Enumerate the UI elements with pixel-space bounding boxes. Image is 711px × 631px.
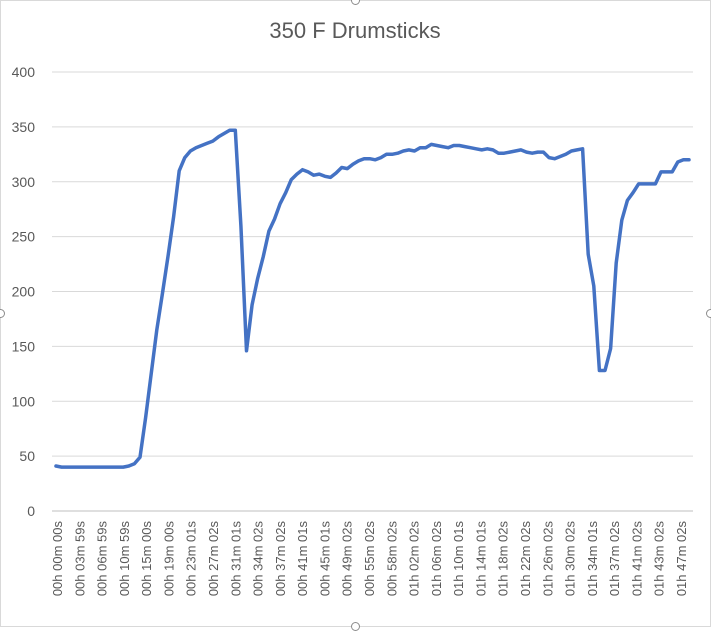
resize-handle-right[interactable] <box>706 309 711 318</box>
y-tick-label: 50 <box>19 448 35 464</box>
x-tick-label: 01h 14m 01s <box>473 521 488 597</box>
x-axis-ticks: 00h 00m 00s 00h 03m 59s 00h 06m 59s 00h 10m… <box>50 521 689 597</box>
x-tick-label: 01h 10m 01s <box>451 521 466 597</box>
x-tick-label: 00h 37m 02s <box>273 521 288 597</box>
x-tick-label: 01h 22m 02s <box>518 521 533 597</box>
x-tick-label: 00h 06m 59s <box>95 521 110 597</box>
x-tick-label: 00h 23m 01s <box>184 521 199 597</box>
x-tick-label: 00h 58m 02s <box>384 521 399 597</box>
x-tick-label: 00h 00m 00s <box>50 521 65 597</box>
y-tick-label: 350 <box>12 119 36 135</box>
x-tick-label: 00h 31m 01s <box>228 521 243 597</box>
y-tick-label: 200 <box>12 284 36 300</box>
x-tick-label: 01h 02m 02s <box>407 521 422 597</box>
x-tick-label: 01h 37m 02s <box>607 521 622 597</box>
x-tick-label: 00h 49m 02s <box>340 521 355 597</box>
y-tick-label: 0 <box>27 503 35 519</box>
x-tick-label: 01h 26m 02s <box>540 521 555 597</box>
x-tick-label: 00h 10m 59s <box>117 521 132 597</box>
series-line <box>54 128 691 469</box>
y-tick-label: 400 <box>12 64 36 80</box>
x-tick-label: 01h 18m 02s <box>496 521 511 597</box>
y-tick-label: 300 <box>12 174 36 190</box>
x-tick-label: 00h 19m 00s <box>161 521 176 597</box>
x-tick-label: 01h 47m 02s <box>674 521 689 597</box>
x-tick-label: 00h 15m 00s <box>139 521 154 597</box>
x-tick-label: 00h 03m 59s <box>72 521 87 597</box>
y-tick-label: 100 <box>12 393 36 409</box>
resize-handle-left[interactable] <box>0 309 5 318</box>
chart-title: 350 F Drumsticks <box>269 18 440 43</box>
x-tick-label: 01h 43m 02s <box>652 521 667 597</box>
x-tick-label: 01h 34m 01s <box>585 521 600 597</box>
y-tick-label: 150 <box>12 338 36 354</box>
y-axis-ticks: 0 50 100 150 200 250 300 350 400 <box>12 64 36 519</box>
resize-handle-top[interactable] <box>351 0 360 5</box>
series-layer <box>54 128 691 469</box>
x-tick-label: 00h 41m 01s <box>295 521 310 597</box>
x-tick-label: 00h 34m 02s <box>251 521 266 597</box>
x-tick-label: 00h 27m 02s <box>206 521 221 597</box>
x-tick-label: 01h 06m 02s <box>429 521 444 597</box>
x-tick-label: 01h 30m 02s <box>563 521 578 597</box>
x-tick-label: 01h 41m 02s <box>629 521 644 597</box>
x-tick-label: 00h 55m 02s <box>362 521 377 597</box>
gridlines <box>52 71 693 512</box>
x-tick-label: 00h 45m 01s <box>317 521 332 597</box>
y-tick-label: 250 <box>12 229 36 245</box>
